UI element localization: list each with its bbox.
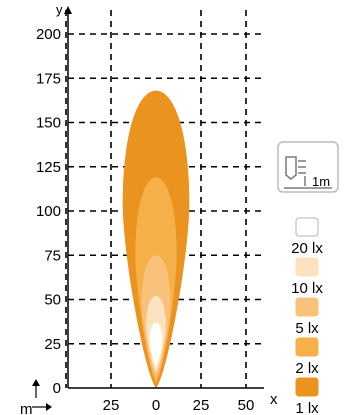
y-tick-label: 175 (36, 70, 61, 87)
legend-label: 1 lx (295, 400, 319, 415)
x-tick-label: 0 (152, 397, 160, 414)
legend: 20 lx 10 lx 5 lx 2 lx 1 lx (291, 217, 323, 415)
legend-swatch (295, 297, 319, 317)
y-tick-label: 200 (36, 26, 61, 43)
legend-label: 20 lx (291, 240, 323, 257)
legend-swatch (295, 377, 319, 397)
legend-label: 5 lx (295, 320, 319, 337)
y-tick-label: 50 (44, 292, 61, 309)
y-tick-label: 100 (36, 203, 61, 220)
y-tick-label: 0 (53, 380, 61, 397)
legend-swatch (295, 217, 319, 237)
y-tick-label: 150 (36, 115, 61, 132)
tick-labels: 0 25 50 75 100 125 150 175 200 25 0 25 50 (36, 26, 254, 414)
x-axis-label: x (270, 391, 278, 408)
y-tick-label: 25 (44, 336, 61, 353)
axes (64, 6, 264, 389)
mounting-height-label: 1m (312, 174, 330, 189)
mounting-height-icon: 1m (277, 141, 339, 193)
unit-arrows (32, 379, 52, 411)
legend-swatch (295, 257, 319, 277)
isolux-areas (122, 90, 190, 388)
x-tick-label: 25 (103, 397, 120, 414)
x-tick-label: 25 (193, 397, 210, 414)
legend-label: 2 lx (295, 360, 319, 377)
grid (65, 10, 264, 388)
legend-label: 10 lx (291, 280, 323, 297)
isolux-area (149, 322, 163, 367)
x-tick-label: 50 (238, 397, 255, 414)
legend-swatch (295, 337, 319, 357)
y-tick-label: 125 (36, 159, 61, 176)
y-tick-label: 75 (44, 247, 61, 264)
y-axis-label: y (56, 2, 63, 17)
y-axis-arrow (64, 6, 72, 14)
x-unit-label: m (20, 401, 33, 415)
